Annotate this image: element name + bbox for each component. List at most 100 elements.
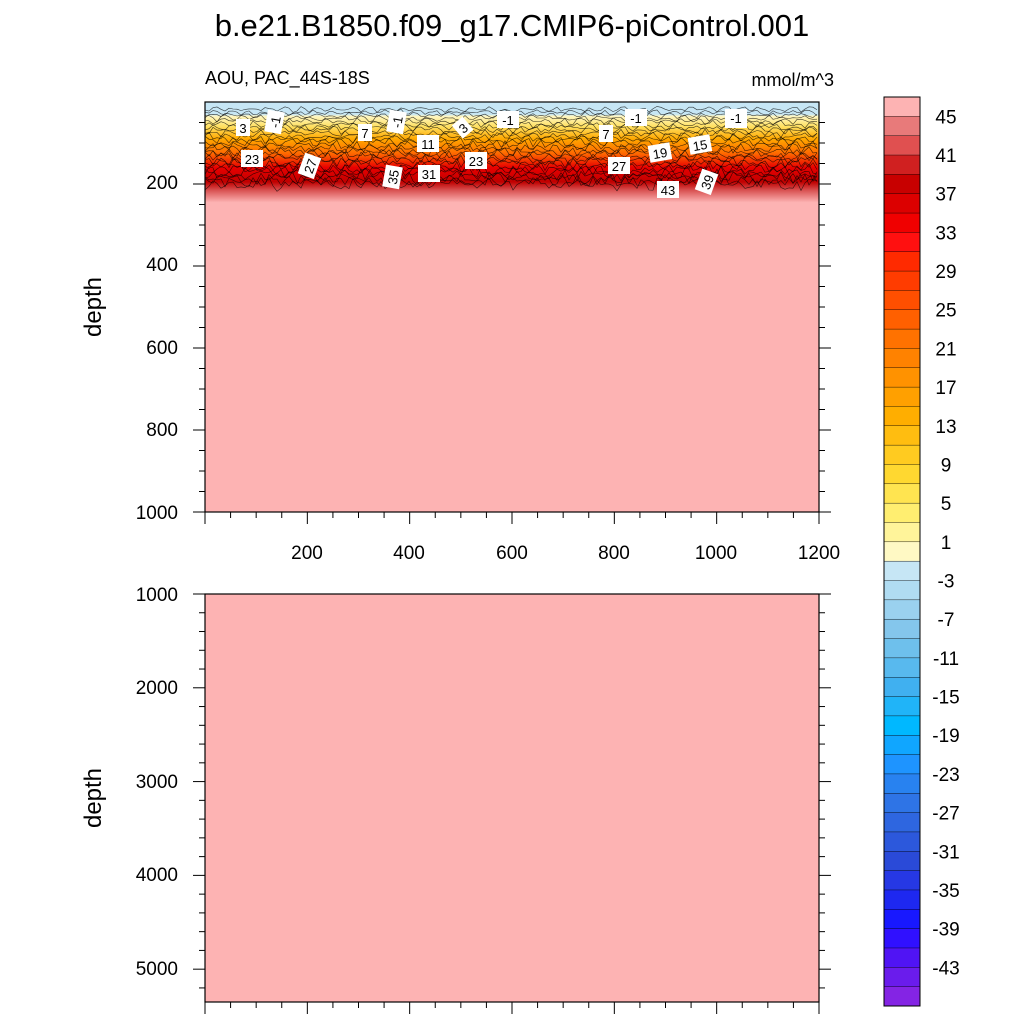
colorbar-swatch — [883, 889, 921, 910]
contour-label-text: 31 — [422, 167, 436, 182]
contour-label: 27 — [297, 152, 322, 180]
colorbar-swatch — [883, 909, 921, 930]
contour-label-box — [236, 119, 250, 136]
ytick-top-400: 400 — [146, 255, 178, 276]
contour-label: -1 — [386, 109, 407, 135]
contour-label: 3 — [451, 116, 474, 139]
contour-label-box — [647, 142, 673, 163]
colorbar-swatch — [883, 174, 921, 195]
colorbar-swatch — [883, 270, 921, 291]
contour-label: -1 — [264, 109, 285, 135]
variable-label: AOU, PAC_44S-18S — [205, 68, 370, 89]
colorbar-swatch — [883, 773, 921, 794]
contour-line — [205, 148, 818, 160]
colorbar-label: -23 — [932, 765, 959, 786]
contour-line — [205, 171, 818, 186]
contour-line — [205, 137, 818, 148]
colorbar-swatch — [883, 154, 921, 175]
contour-label-box — [694, 168, 719, 196]
figure-title: b.e21.B1850.f09_g17.CMIP6-piControl.001 — [215, 8, 810, 43]
colorbar-swatch — [883, 348, 921, 369]
bottom-panel-ticks — [193, 593, 831, 1014]
colorbar-label: -11 — [933, 649, 959, 670]
contour-label-text: 7 — [361, 126, 368, 141]
colorbar-swatch — [883, 657, 921, 678]
ytick-top-200: 200 — [146, 173, 178, 194]
colorbar-frame — [883, 96, 921, 1007]
colorbar-label: 45 — [935, 107, 956, 128]
contour-label-text: 3 — [239, 121, 246, 136]
contour-label-box — [657, 181, 679, 198]
bottom-panel: 1000 2000 3000 4000 5000 depth — [80, 585, 831, 1014]
colorbar-label: -3 — [938, 572, 955, 593]
colorbar-swatch — [883, 928, 921, 949]
contour-label-box — [382, 164, 403, 190]
xtick-1200: 1200 — [798, 543, 840, 564]
units-label: mmol/m^3 — [752, 70, 834, 90]
contour-lines — [205, 106, 818, 192]
colorbar-swatch — [883, 735, 921, 756]
contour-line — [205, 125, 818, 135]
contour-label-text: -1 — [389, 115, 406, 129]
contour-label: 7 — [599, 125, 613, 142]
contour-label-text: 27 — [301, 157, 320, 176]
colorbar-swatch — [883, 870, 921, 891]
contour-label-text: 7 — [602, 127, 609, 142]
contour-label-text: -1 — [267, 115, 284, 129]
bottom-ylabel: depth — [80, 768, 107, 828]
colorbar-swatch — [883, 309, 921, 330]
ytick-bottom-5000: 5000 — [136, 959, 178, 980]
colorbar-label: 13 — [935, 417, 956, 438]
contour-label-box — [417, 135, 439, 152]
colorbar-swatch — [883, 116, 921, 137]
contour-label-box — [497, 111, 519, 128]
contour-label: 15 — [687, 134, 713, 155]
colorbar-swatch — [883, 502, 921, 523]
colorbar-label: 17 — [935, 378, 956, 399]
colorbar-swatch — [883, 618, 921, 640]
colorbar-swatch — [883, 812, 921, 833]
colorbar-swatch — [883, 483, 921, 504]
xtick-600: 600 — [496, 543, 528, 564]
contour-label-text: 19 — [652, 145, 669, 162]
contour-label: 19 — [647, 142, 673, 163]
ytick-top-1000: 1000 — [136, 503, 178, 524]
ytick-bottom-2000: 2000 — [136, 678, 178, 699]
contour-label: 11 — [417, 135, 439, 152]
colorbar-swatch — [883, 677, 921, 698]
contour-label-box — [358, 124, 372, 141]
contour-label: 27 — [608, 157, 630, 174]
colorbar-swatch — [883, 851, 921, 872]
contour-label: -1 — [625, 109, 647, 126]
colorbar-swatch — [883, 754, 921, 775]
xtick-400: 400 — [393, 543, 425, 564]
colorbar-label: 1 — [941, 533, 952, 554]
colorbar-label: 25 — [935, 301, 956, 322]
contour-label-text: 15 — [692, 137, 709, 154]
top-panel-ticks — [193, 122, 831, 524]
colorbar-swatch — [883, 193, 921, 214]
ytick-bottom-4000: 4000 — [136, 865, 178, 886]
colorbar-swatch — [883, 947, 921, 968]
ytick-bottom-3000: 3000 — [136, 772, 178, 793]
contour-label-box — [418, 165, 440, 182]
contour-label-text: -1 — [502, 113, 514, 128]
colorbar-swatch — [883, 135, 921, 156]
contour-label: 31 — [418, 165, 440, 182]
contour-label-text: 23 — [469, 154, 483, 169]
contour-label-text: 43 — [661, 183, 675, 198]
colorbar-swatch — [883, 425, 921, 446]
xtick-200: 200 — [291, 543, 323, 564]
contour-label-box — [241, 150, 263, 167]
ytick-top-600: 600 — [146, 338, 178, 359]
colorbar-label: 5 — [941, 494, 952, 515]
colorbar-swatch — [883, 967, 921, 988]
contour-label: 43 — [657, 181, 679, 198]
colorbar-swatch — [883, 232, 921, 253]
contour-label: 23 — [465, 152, 487, 169]
colorbar-swatch — [883, 251, 921, 272]
contour-label-box — [608, 157, 630, 174]
colorbar-swatch — [883, 831, 921, 852]
contour-label-text: 11 — [421, 137, 435, 152]
colorbar-label: -15 — [932, 688, 959, 709]
